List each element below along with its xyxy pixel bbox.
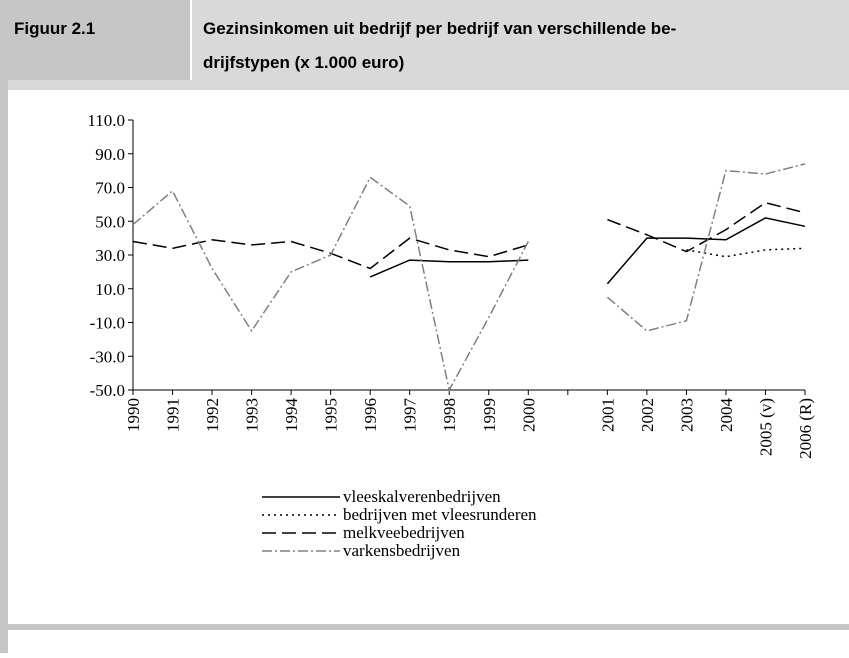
label-cell [0,0,190,80]
y-tick-label: 50.0 [95,212,125,231]
legend-label: vleeskalverenbedrijven [343,487,501,506]
y-tick-label: -10.0 [90,314,125,333]
y-tick-label: 110.0 [87,111,125,130]
bottom-border [0,624,849,630]
x-tick-label: 2001 [598,398,617,432]
header-strip [0,80,849,90]
x-tick-label: 2004 [717,398,736,433]
x-tick-label: 1990 [124,398,143,432]
x-tick-label: 1991 [164,398,183,432]
x-tick-label: 1996 [361,398,380,432]
x-tick-label: 2003 [677,398,696,432]
series-line [132,163,806,393]
x-tick-label: 1992 [203,398,222,432]
y-tick-label: -30.0 [90,347,125,366]
legend-label: bedrijven met vleesrunderen [343,505,537,524]
x-tick-label: 2002 [638,398,657,432]
x-tick-label: 1993 [243,398,262,432]
legend-label: melkveebedrijven [343,523,465,542]
series-line [369,217,806,285]
x-tick-label: 1994 [282,398,301,433]
x-tick-label: 1995 [322,398,341,432]
series-line [686,247,806,258]
y-tick-label: 70.0 [95,179,125,198]
x-tick-label: 1998 [440,398,459,432]
y-tick-label: 30.0 [95,246,125,265]
title-line: drijfstypen (x 1.000 euro) [203,53,404,72]
figure-label: Figuur 2.1 [14,19,95,38]
x-tick-label: 2005 (v) [756,398,775,456]
y-tick-label: 90.0 [95,145,125,164]
x-tick-label: 1999 [480,398,499,432]
y-tick-label: -50.0 [90,381,125,400]
x-tick-label: 2006 (R) [796,398,815,459]
title-line: Gezinsinkomen uit bedrijf per bedrijf va… [203,19,676,38]
title-cell [192,0,849,80]
x-tick-label: 1997 [401,398,420,433]
left-border [0,0,8,653]
x-tick-label: 2000 [519,398,538,432]
y-tick-label: 10.0 [95,280,125,299]
legend-label: varkensbedrijven [343,541,461,560]
